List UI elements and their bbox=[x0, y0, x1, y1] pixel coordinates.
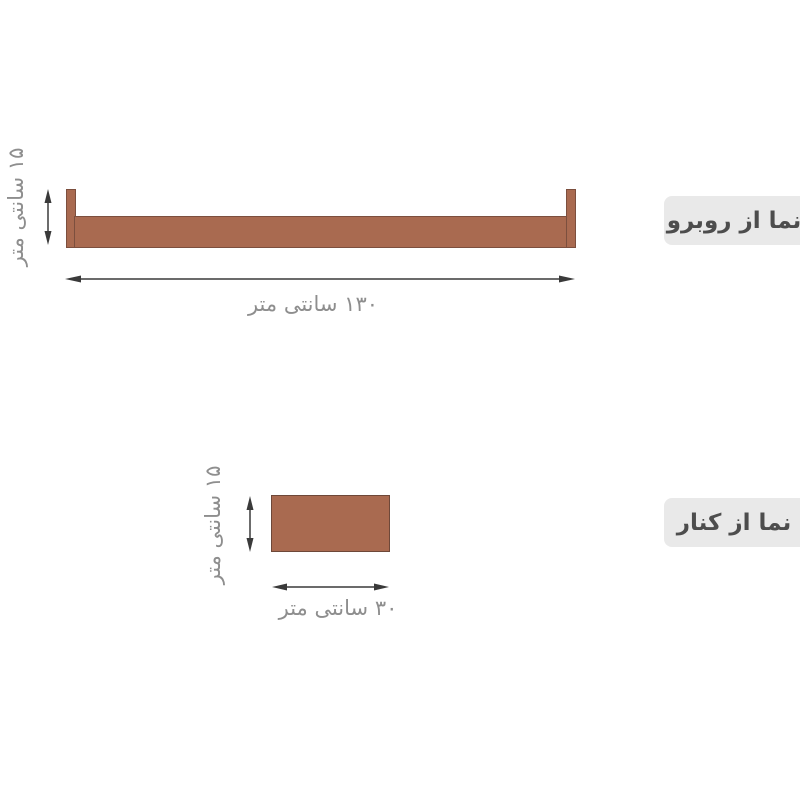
front-height-label: ۱۵ سانتی متر bbox=[4, 147, 28, 267]
front-view-title: نما از روبرو bbox=[666, 207, 800, 234]
side-view-board-section bbox=[271, 495, 390, 552]
front-width-label: ۱۳۰ سانتی متر bbox=[247, 292, 379, 316]
side-view-title: نما از کنار bbox=[676, 509, 792, 536]
front-view-shelf-board bbox=[74, 216, 568, 248]
front-view-title-badge: نما از روبرو bbox=[664, 196, 800, 245]
side-view-title-badge: نما از کنار bbox=[664, 498, 800, 547]
height-dimension-arrow-icon bbox=[246, 496, 254, 552]
width-dimension-arrow-icon bbox=[272, 583, 389, 591]
height-dimension-arrow-icon bbox=[44, 189, 52, 245]
width-dimension-arrow-icon bbox=[65, 275, 575, 283]
side-width-label: ۳۰ سانتی متر bbox=[278, 596, 398, 620]
side-height-label: ۱۵ سانتی متر bbox=[201, 465, 225, 585]
front-view-right-post bbox=[566, 189, 576, 248]
